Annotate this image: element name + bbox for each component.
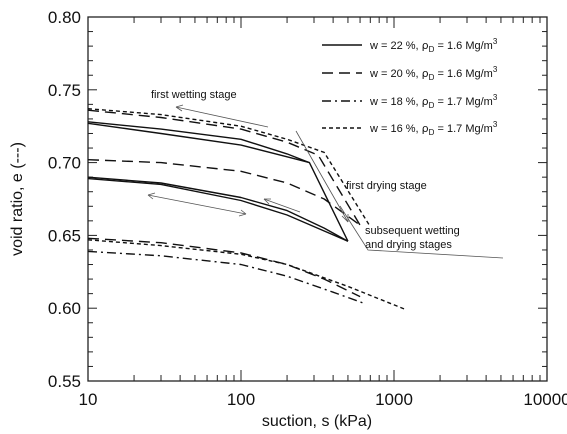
x-tick-label: 10 [79,390,98,409]
legend-sup: 3 [493,65,498,74]
legend-rest: = 1.6 Mg/m [434,68,492,80]
legend-label: w = 18 %, ρD = 1.7 Mg/m3 [369,93,498,110]
first-wetting-label: first wetting stage [151,89,237,101]
x-tick-label: 1000 [375,390,413,409]
legend-rho: ρ [422,122,429,135]
legend-w: w = 22 %, [369,40,422,52]
subsequent-double-arrow-heads [147,192,247,217]
legend-w: w = 18 %, [369,96,422,108]
plot-frame [87,16,548,382]
legend-rho: ρ [422,39,429,52]
legend-label: w = 22 %, ρD = 1.6 Mg/m3 [369,37,498,54]
y-tick-label: 0.65 [48,226,81,245]
legend-sup: 3 [493,37,498,46]
legend-sub: D [429,73,435,82]
first-drying-arrow-head [341,214,349,223]
y-tick-label: 0.75 [48,81,81,100]
series-curve-long-dash-5 [87,159,361,226]
series-curve-solid-1 [87,122,310,164]
legend-label: w = 16 %, ρD = 1.7 Mg/m3 [369,120,498,137]
y-tick-label: 0.60 [48,299,81,318]
series-curve-dash-dot-9 [87,250,366,305]
series-curve-short-dash-6 [87,108,371,228]
y-tick-label: 0.70 [48,154,81,173]
series-curve-solid-3 [87,177,349,242]
subsequent-reverse-arrow [263,198,301,213]
first-drying-arrow [295,130,349,223]
legend-sup: 3 [493,93,498,102]
x-tick-label: 100 [227,390,255,409]
y-tick-label: 0.55 [48,372,81,391]
legend-sup: 3 [493,120,498,129]
legend-rest: = 1.7 Mg/m [434,96,492,108]
series-curve-solid-2 [87,176,349,242]
legend-sub: D [429,45,435,54]
y-axis-title: void ratio, e (---) [9,142,26,256]
subsequent-label-line2: and drying stages [365,239,452,251]
legend-w: w = 20 %, [369,68,422,80]
subsequent-leader-line [339,205,504,259]
annotation-arrows [147,104,504,259]
series-curve-long-dash-4 [87,109,361,226]
first-wetting-arrow [175,106,269,128]
legend-entry: w = 20 %, ρD = 1.6 Mg/m3 [322,65,498,82]
legend-rho: ρ [422,95,429,108]
subsequent-label-line1: subsequent wetting [365,225,460,237]
legend: w = 22 %, ρD = 1.6 Mg/m3 w = 20 %, ρD = … [322,37,498,137]
first-drying-label: first drying stage [346,180,427,192]
y-tick-label: 0.80 [48,8,81,27]
first-wetting-arrow-head [175,104,184,112]
legend-entry: w = 16 %, ρD = 1.7 Mg/m3 [322,120,498,137]
legend-sub: D [429,101,435,110]
legend-rest: = 1.6 Mg/m [434,40,492,52]
legend-entry: w = 22 %, ρD = 1.6 Mg/m3 [322,37,498,54]
ticks: 0.55 0.60 0.65 0.70 0.75 0.80 10 100 1000 10000 [48,8,567,409]
legend-sub: D [429,128,435,137]
legend-entry: w = 18 %, ρD = 1.7 Mg/m3 [322,93,498,110]
series-curve-short-dash-8 [87,239,407,311]
legend-rho: ρ [422,67,429,80]
x-axis-title: suction, s (kPa) [262,413,372,430]
series-layer [87,108,407,311]
x-tick-label: 10000 [523,390,567,409]
legend-label: w = 20 %, ρD = 1.6 Mg/m3 [369,65,498,82]
subsequent-reverse-arrow-head [263,198,271,205]
legend-w: w = 16 %, [369,123,422,135]
subsequent-double-arrow [147,194,247,215]
series-curve-solid-0 [87,121,349,242]
legend-rest: = 1.7 Mg/m [434,123,492,135]
